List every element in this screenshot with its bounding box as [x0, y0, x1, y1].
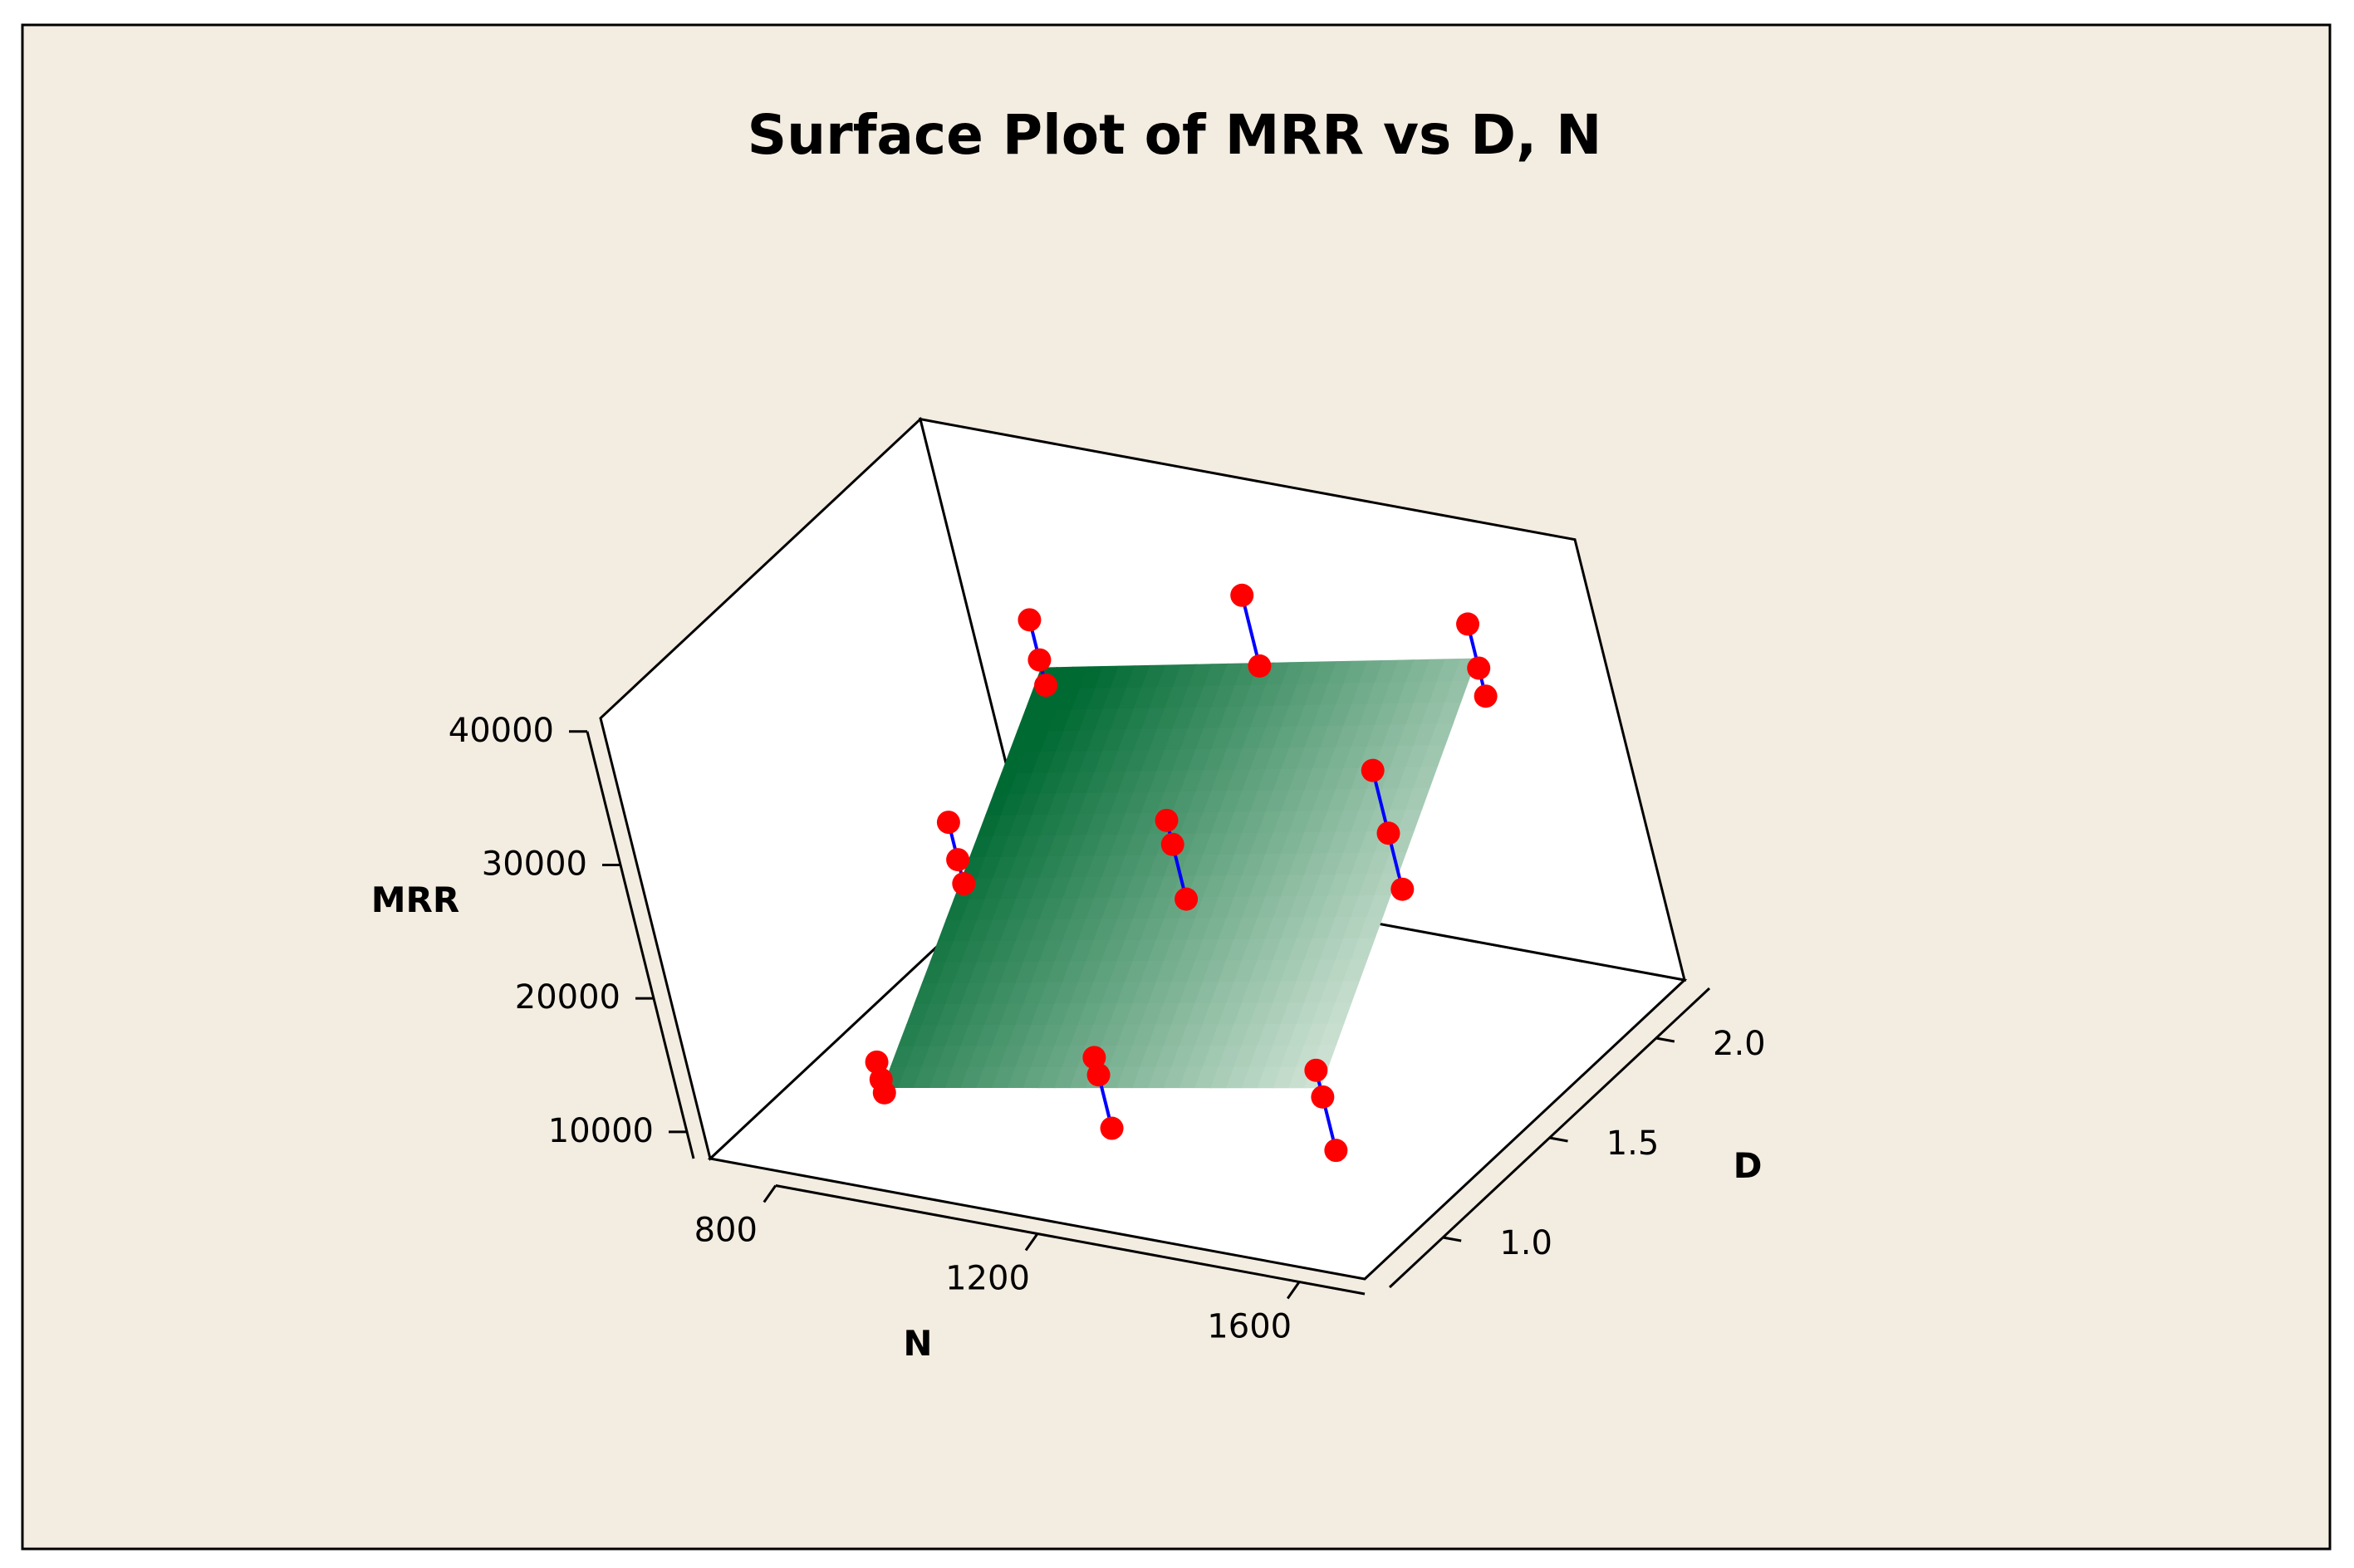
- z-tick-label: 10000: [548, 1112, 654, 1150]
- data-point: [872, 1080, 896, 1105]
- data-point: [1027, 648, 1052, 672]
- x-tick: [1024, 1232, 1039, 1252]
- y-tick: [1549, 1136, 1568, 1143]
- x-tick: [763, 1184, 777, 1203]
- data-point: [1467, 656, 1491, 680]
- y-tick-label: 2.0: [1713, 1025, 1766, 1063]
- data-point: [1248, 654, 1272, 678]
- data-point: [1456, 612, 1480, 636]
- data-point: [946, 848, 970, 872]
- response-surface: [882, 658, 1478, 1089]
- x-axis-line: [775, 1184, 1366, 1296]
- x-axis-label: N: [903, 1323, 932, 1364]
- z-tick-label: 30000: [482, 845, 587, 883]
- data-point: [1155, 808, 1179, 832]
- x-tick: [1286, 1281, 1301, 1300]
- y-axis-label: D: [1734, 1145, 1763, 1186]
- z-axis-label: MRR: [371, 880, 459, 920]
- data-point: [936, 811, 960, 835]
- data-point: [1160, 832, 1184, 856]
- data-point: [1474, 684, 1498, 708]
- data-point: [1361, 758, 1385, 782]
- point-stem: [1240, 595, 1262, 667]
- x-tick-label: 800: [694, 1212, 758, 1250]
- data-point: [952, 872, 976, 896]
- data-point: [1086, 1063, 1111, 1087]
- data-point: [1175, 887, 1199, 911]
- chart-title: Surface Plot of MRR vs D, N: [748, 103, 1602, 167]
- y-tick: [1655, 1036, 1675, 1043]
- data-point: [1034, 674, 1058, 698]
- x-tick-label: 1200: [945, 1260, 1030, 1298]
- point-stem: [1314, 1070, 1338, 1151]
- y-tick: [1442, 1236, 1462, 1242]
- z-axis-line: [586, 731, 695, 1159]
- data-point: [1230, 583, 1254, 607]
- data-point: [865, 1050, 889, 1074]
- data-point: [1082, 1046, 1106, 1070]
- data-point: [1390, 877, 1415, 901]
- data-point: [1018, 608, 1042, 632]
- axes: 800 1200 1600 1.0 1.5 2.0 10000 20000 30000 40000: [449, 712, 1766, 1346]
- data-point: [1324, 1139, 1348, 1163]
- x-tick-label: 1600: [1207, 1308, 1292, 1346]
- y-tick-label: 1.5: [1606, 1125, 1660, 1163]
- data-point: [1304, 1058, 1328, 1082]
- z-tick-label: 20000: [515, 978, 620, 1017]
- data-point: [1376, 821, 1400, 845]
- data-point: [1311, 1085, 1335, 1109]
- data-points: [865, 583, 1498, 1163]
- y-tick-label: 1.0: [1499, 1224, 1552, 1262]
- data-point: [1100, 1116, 1124, 1140]
- z-tick-label: 40000: [449, 712, 554, 750]
